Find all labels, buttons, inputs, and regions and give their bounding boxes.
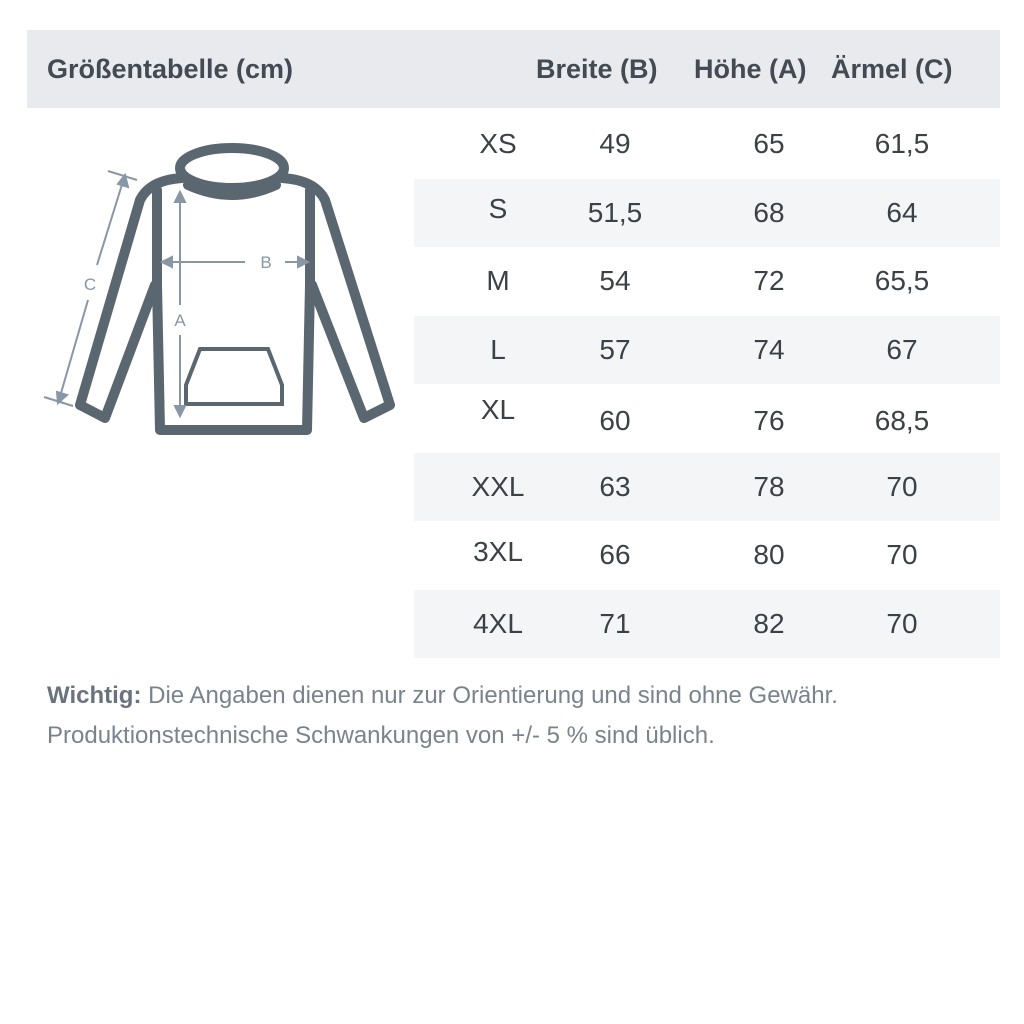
hoehe-cell: 80 xyxy=(753,539,785,570)
label-a: A xyxy=(174,311,186,330)
size-cell: 4XL xyxy=(473,607,523,639)
table-header: Größentabelle (cm) Breite (B) Höhe (A) Ä… xyxy=(27,30,1000,108)
measure-arrows-icon xyxy=(43,170,311,419)
aermel-cell: 70 xyxy=(886,470,918,502)
table-row: L 57 74 67 xyxy=(414,315,1000,384)
size-cell: XL xyxy=(480,394,516,425)
note-line-1: Die Angaben dienen nur zur Orientierung … xyxy=(141,682,838,709)
hoehe-cell: 65 xyxy=(753,128,785,159)
size-table: XS 49 65 61,5 S 51,5 68 64 M 54 72 65,5 … xyxy=(414,110,1000,658)
table-row: XS 49 65 61,5 xyxy=(414,110,1000,179)
pocket-icon xyxy=(184,347,284,406)
aermel-cell: 67 xyxy=(886,333,918,365)
breite-cell: 63 xyxy=(599,470,631,502)
size-cell: L xyxy=(490,333,506,365)
aermel-cell: 64 xyxy=(886,196,918,228)
aermel-cell: 68,5 xyxy=(874,405,930,436)
size-cell: XXL xyxy=(471,470,525,502)
hoehe-cell: 68 xyxy=(753,196,785,228)
breite-cell: 54 xyxy=(599,265,631,296)
table-row: 4XL 71 82 70 xyxy=(414,589,1000,658)
note-label: Wichtig: xyxy=(47,682,142,709)
breite-cell: 51,5 xyxy=(587,196,643,228)
hoodie-diagram: B A C xyxy=(43,143,395,435)
table-row: XL 60 76 68,5 xyxy=(414,384,1000,453)
column-header-hoehe: Höhe (A) xyxy=(694,54,807,84)
table-row: 3XL 66 80 70 xyxy=(414,521,1000,590)
breite-cell: 60 xyxy=(599,405,631,436)
hoehe-cell: 76 xyxy=(753,405,785,436)
hoodie-outline-icon xyxy=(75,143,395,435)
aermel-cell: 65,5 xyxy=(874,265,930,296)
size-cell: M xyxy=(486,265,510,296)
aermel-cell: 61,5 xyxy=(874,128,930,159)
aermel-cell: 70 xyxy=(886,607,918,639)
note-line-2: Produktionstechnische Schwankungen von +… xyxy=(47,722,715,749)
hoehe-cell: 82 xyxy=(753,607,785,639)
size-cell: XS xyxy=(479,128,517,159)
breite-cell: 57 xyxy=(599,333,631,365)
table-title: Größentabelle (cm) xyxy=(47,54,294,84)
breite-cell: 71 xyxy=(599,607,631,639)
size-cell: S xyxy=(488,192,508,224)
aermel-cell: 70 xyxy=(886,539,918,570)
disclaimer-note: Wichtig: Die Angaben dienen nur zur Orie… xyxy=(47,676,838,756)
size-cell: 3XL xyxy=(473,536,523,567)
label-b: B xyxy=(260,253,271,272)
label-c: C xyxy=(84,275,96,294)
hoehe-cell: 74 xyxy=(753,333,785,365)
table-row: XXL 63 78 70 xyxy=(414,452,1000,521)
column-header-breite: Breite (B) xyxy=(536,54,658,84)
breite-cell: 49 xyxy=(599,128,631,159)
table-row: S 51,5 68 64 xyxy=(414,178,1000,247)
hoehe-cell: 72 xyxy=(753,265,785,296)
hoehe-cell: 78 xyxy=(753,470,785,502)
column-header-aermel: Ärmel (C) xyxy=(831,54,953,84)
table-row: M 54 72 65,5 xyxy=(414,247,1000,316)
breite-cell: 66 xyxy=(599,539,631,570)
